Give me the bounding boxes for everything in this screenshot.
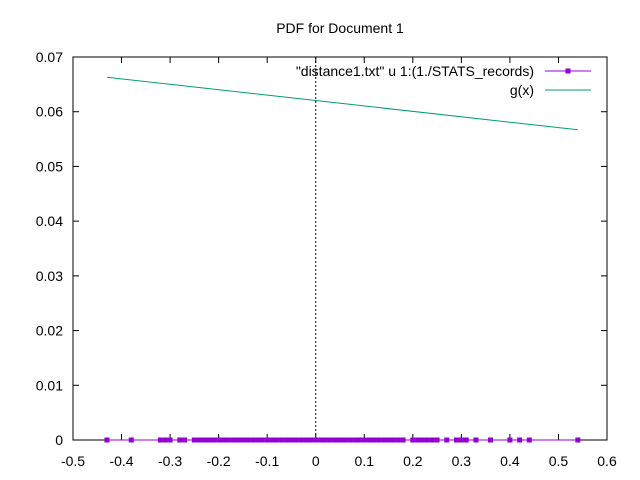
- x-tick-label: 0.2: [403, 453, 423, 469]
- data-point: [318, 437, 324, 443]
- legend-label-series-2: g(x): [510, 82, 534, 98]
- data-point: [444, 437, 450, 443]
- data-point: [201, 437, 207, 443]
- series-2-line: [106, 76, 578, 131]
- data-point: [313, 437, 319, 443]
- y-tick-label: 0: [55, 432, 63, 448]
- legend-marker-series-1: [565, 68, 571, 74]
- y-tick-label: 0.01: [36, 377, 63, 393]
- data-point: [415, 437, 421, 443]
- data-point: [371, 437, 377, 443]
- data-point: [128, 437, 134, 443]
- y-tick-label: 0.02: [36, 323, 63, 339]
- data-point: [424, 437, 430, 443]
- x-tick-label: 0.1: [355, 453, 375, 469]
- data-point: [220, 437, 226, 443]
- data-point: [196, 437, 202, 443]
- data-point: [293, 437, 299, 443]
- x-tick-label: -0.4: [109, 453, 133, 469]
- plot-border: [72, 56, 608, 441]
- y-tick-label: 0.07: [36, 49, 63, 65]
- data-point: [332, 437, 338, 443]
- x-tick-label: 0.4: [500, 453, 520, 469]
- data-point: [225, 437, 231, 443]
- data-point: [361, 437, 367, 443]
- data-point: [206, 437, 212, 443]
- data-point: [327, 437, 333, 443]
- data-point: [264, 437, 270, 443]
- data-point: [356, 437, 362, 443]
- y-tick-label: 0.05: [36, 158, 63, 174]
- data-point: [463, 437, 469, 443]
- data-point: [303, 437, 309, 443]
- data-point: [487, 437, 493, 443]
- data-point: [279, 437, 285, 443]
- data-point: [240, 437, 246, 443]
- data-point: [376, 437, 382, 443]
- data-point: [274, 437, 280, 443]
- x-tick-label: 0.5: [549, 453, 569, 469]
- data-point: [347, 437, 353, 443]
- x-tick-label: 0.6: [597, 453, 617, 469]
- x-tick-label: 0: [312, 453, 320, 469]
- data-point: [191, 437, 197, 443]
- legend: "distance1.txt" u 1:(1./STATS_records) g(…: [296, 63, 591, 98]
- data-point: [308, 437, 314, 443]
- data-point: [342, 437, 348, 443]
- legend-label-series-1: "distance1.txt" u 1:(1./STATS_records): [296, 63, 534, 79]
- data-point: [473, 437, 479, 443]
- data-point: [526, 437, 532, 443]
- data-point: [254, 437, 260, 443]
- x-tick-label: -0.2: [207, 453, 231, 469]
- data-point: [517, 437, 523, 443]
- data-point: [575, 437, 581, 443]
- y-tick-label: 0.03: [36, 268, 63, 284]
- chart-marks: [104, 57, 581, 443]
- data-point: [366, 437, 372, 443]
- data-point: [182, 437, 188, 443]
- data-point: [381, 437, 387, 443]
- data-point: [507, 437, 513, 443]
- x-tick-label: -0.3: [158, 453, 182, 469]
- data-point: [420, 437, 426, 443]
- chart-title: PDF for Document 1: [276, 20, 404, 36]
- data-point: [157, 437, 163, 443]
- data-point: [352, 437, 358, 443]
- data-point: [230, 437, 236, 443]
- y-tick-label: 0.06: [36, 104, 63, 120]
- data-point: [298, 437, 304, 443]
- data-point: [250, 437, 256, 443]
- data-point: [386, 437, 392, 443]
- data-point: [390, 437, 396, 443]
- data-point: [429, 437, 435, 443]
- x-tick-label: -0.5: [61, 453, 85, 469]
- data-point: [434, 437, 440, 443]
- x-tick-label: 0.3: [452, 453, 472, 469]
- data-point: [162, 437, 168, 443]
- data-point: [259, 437, 265, 443]
- data-point: [410, 437, 416, 443]
- data-point: [454, 437, 460, 443]
- data-point: [167, 437, 173, 443]
- y-tick-label: 0.04: [36, 213, 63, 229]
- data-point: [269, 437, 275, 443]
- data-point: [104, 437, 110, 443]
- data-point: [288, 437, 294, 443]
- data-point: [322, 437, 328, 443]
- data-point: [235, 437, 241, 443]
- data-point: [211, 437, 217, 443]
- x-tick-label: -0.1: [255, 453, 279, 469]
- data-point: [337, 437, 343, 443]
- data-point: [177, 437, 183, 443]
- data-point: [245, 437, 251, 443]
- data-point: [458, 437, 464, 443]
- data-point: [395, 437, 401, 443]
- data-point: [216, 437, 222, 443]
- data-point: [400, 437, 406, 443]
- data-point: [284, 437, 290, 443]
- axes: -0.5 -0.4 -0.3 -0.2 -0.1 0 0.1 0.2 0.3 0.4 0.5 0.6 0…: [36, 49, 617, 469]
